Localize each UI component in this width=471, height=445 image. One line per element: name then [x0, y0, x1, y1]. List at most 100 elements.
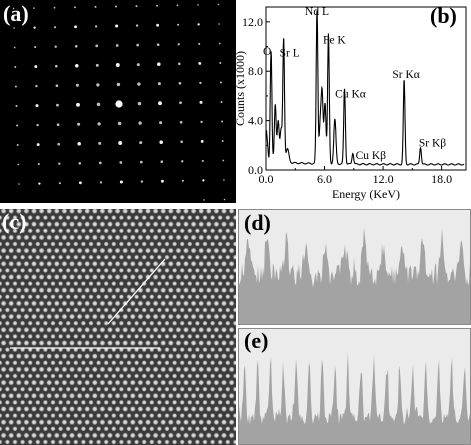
lattice-atom — [50, 241, 56, 247]
lattice-atom — [197, 352, 205, 360]
lattice-atom — [182, 366, 190, 373]
lattice-atom — [175, 234, 182, 241]
lattice-atom — [133, 373, 140, 379]
lattice-atom — [19, 214, 26, 221]
lattice-atom — [118, 359, 125, 366]
lattice-atom — [186, 293, 193, 300]
lattice-atom — [27, 386, 34, 393]
lattice-atom — [12, 267, 18, 274]
lattice-atom — [23, 418, 30, 426]
lattice-atom — [137, 273, 144, 281]
lattice-atom — [190, 273, 197, 281]
lattice-atom — [99, 209, 106, 215]
lattice-atom — [137, 247, 144, 254]
lattice-atom — [103, 373, 110, 379]
lattice-atom — [217, 425, 224, 432]
lattice-atom — [209, 386, 216, 393]
diffraction-spot — [116, 82, 121, 87]
lattice-atom — [179, 333, 186, 340]
lattice-atom — [106, 273, 114, 281]
lattice-atom — [0, 234, 7, 241]
lattice-atom — [15, 405, 23, 413]
lattice-atom — [209, 280, 216, 287]
lattice-atom — [232, 280, 236, 287]
lattice-atom — [12, 333, 18, 340]
lattice-atom — [19, 241, 26, 247]
lattice-atom — [144, 432, 152, 439]
lattice-atom — [175, 405, 182, 413]
lattice-atom — [137, 260, 144, 268]
lattice-atom — [103, 241, 110, 247]
eds-y-ticks: 0.0 4.0 8.0 12.0 — [242, 15, 270, 177]
lattice-atom — [23, 326, 30, 334]
diffraction-spot — [197, 4, 199, 6]
lattice-atom — [106, 247, 114, 254]
lattice-atom — [213, 247, 220, 254]
eds-peak-labels: O Sr L Nd L Fe K Cu Kα Cu Kβ Sr Kα Sr Kβ — [263, 6, 446, 162]
lattice-atom — [213, 273, 220, 281]
lattice-atom — [27, 412, 34, 419]
lattice-atom — [190, 247, 197, 254]
lattice-atom — [88, 214, 94, 221]
lattice-atom — [83, 326, 91, 334]
lattice-atom — [65, 399, 72, 406]
lattice-atom — [202, 267, 208, 274]
lattice-atom — [228, 260, 235, 268]
diffraction-spot — [177, 43, 180, 46]
lattice-atom — [50, 359, 56, 366]
lattice-atom — [232, 293, 236, 300]
lattice-atom — [121, 234, 129, 241]
lattice-atom — [88, 267, 94, 274]
lattice-atom — [197, 379, 205, 386]
lattice-atom — [126, 307, 132, 313]
lattice-atom — [228, 220, 235, 228]
lattice-atom — [213, 326, 220, 334]
lattice-atom — [76, 418, 83, 426]
lattice-atom — [167, 286, 175, 294]
diffraction-spot — [75, 64, 79, 68]
lattice-atom — [118, 227, 125, 234]
lattice-atom — [30, 209, 38, 215]
lattice-atom — [167, 379, 175, 386]
lattice-atom — [76, 260, 83, 268]
lattice-atom — [182, 209, 190, 215]
diffraction-spot — [178, 62, 181, 66]
lattice-atom — [99, 432, 106, 439]
lattice-atom — [68, 300, 76, 307]
lattice-atom — [34, 439, 41, 445]
lattice-atom — [133, 333, 140, 340]
lattice-atom — [202, 386, 208, 393]
lattice-atom — [103, 320, 110, 327]
diffraction-spot — [178, 81, 182, 85]
lattice-atom — [61, 209, 68, 215]
lattice-atom — [72, 359, 79, 366]
diffraction-spot — [139, 141, 143, 145]
lattice-atom — [95, 412, 102, 419]
lattice-atom — [72, 293, 79, 300]
lattice-atom — [224, 386, 231, 393]
eds-x-tick-label: 6.0 — [317, 172, 332, 186]
lattice-atom — [0, 352, 7, 360]
lattice-atom — [12, 320, 18, 327]
lattice-atom — [99, 352, 106, 360]
lattice-atom — [126, 412, 132, 419]
eds-peak-label: Cu Kβ — [356, 150, 387, 162]
lattice-atom — [156, 439, 163, 445]
lattice-atom — [53, 352, 61, 360]
diffraction-spot — [200, 120, 203, 124]
lattice-atom — [38, 366, 45, 373]
lattice-atom — [110, 386, 117, 393]
lattice-atom — [0, 359, 3, 366]
diffraction-spot — [34, 65, 38, 69]
lattice-atom — [133, 293, 140, 300]
lattice-atom — [148, 425, 155, 432]
lattice-atom — [15, 326, 23, 334]
lattice-atom — [57, 359, 64, 366]
lattice-atom — [99, 418, 106, 426]
lattice-atom — [91, 405, 99, 413]
lattice-atom — [114, 273, 121, 281]
lattice-atom — [129, 405, 137, 413]
lattice-atom — [12, 293, 18, 300]
lattice-atom — [159, 313, 167, 320]
lattice-atom — [19, 320, 26, 327]
